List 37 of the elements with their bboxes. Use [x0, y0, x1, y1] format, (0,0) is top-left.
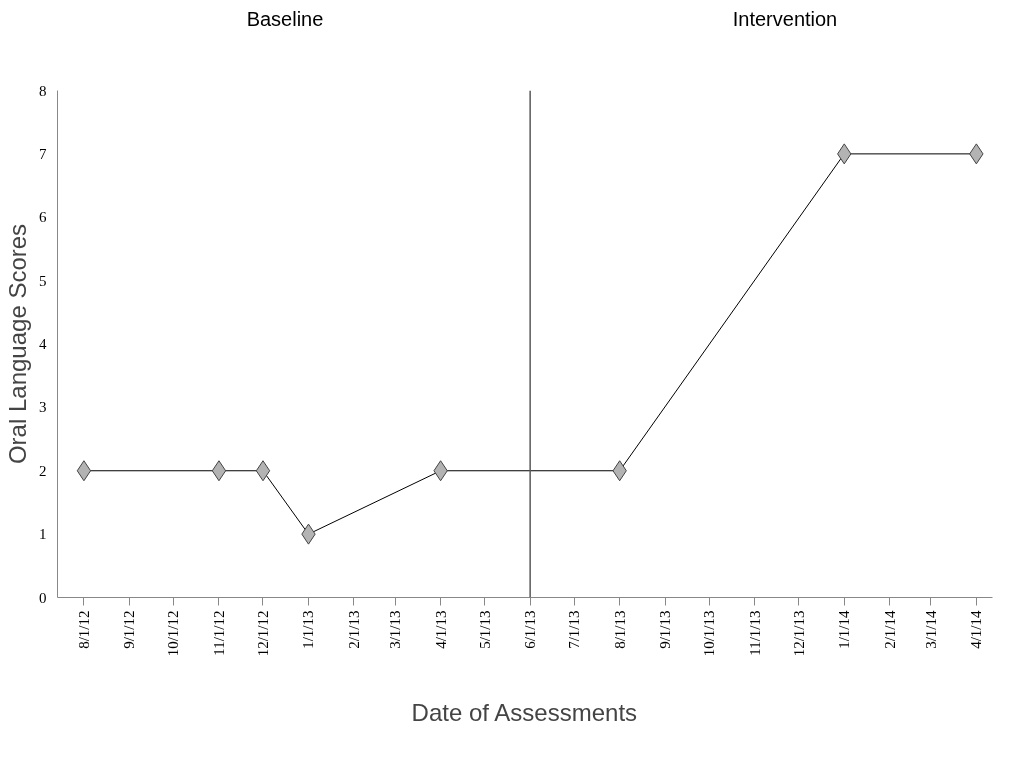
y-tick-label: 3	[39, 399, 47, 416]
x-tick-label: 5/1/13	[476, 610, 493, 649]
x-tick-label: 1/1/14	[836, 610, 853, 649]
x-tick-label: 2/1/14	[881, 610, 898, 649]
x-axis-title: Date of Assessments	[411, 699, 638, 727]
y-axis-title: Oral Language Scores	[4, 223, 31, 465]
x-tick-label: 3/1/13	[387, 610, 404, 649]
point	[211, 460, 227, 482]
text: Baseline	[246, 7, 324, 32]
x-tick-label: 12/1/13	[790, 610, 807, 657]
x-tick-label: 4/1/14	[968, 610, 985, 649]
x-tick-label: 4/1/13	[432, 610, 449, 649]
y-tick-label: 7	[39, 145, 47, 162]
x-tick-label: 10/1/12	[165, 610, 182, 657]
x-tick-label: 8/1/12	[75, 610, 92, 649]
y-tick-label: 8	[39, 82, 47, 99]
point	[76, 460, 92, 482]
y-tick-label: 5	[39, 272, 47, 289]
point	[255, 460, 271, 482]
x-tick-label: 6/1/13	[522, 610, 539, 649]
x-tick-label: 10/1/13	[701, 610, 718, 657]
x-tick-label: 12/1/12	[254, 610, 271, 657]
x-tick-label: 1/1/13	[300, 610, 317, 649]
x-tick-label: 11/1/12	[210, 610, 227, 656]
y-tick-label: 1	[39, 526, 47, 543]
x-tick-label: 7/1/13	[566, 610, 583, 649]
y-tick-label: 6	[39, 209, 47, 226]
y-tick-label: 4	[39, 336, 47, 352]
x-tick-label: 11/1/13	[746, 610, 763, 656]
x-tick-label: 2/1/13	[346, 610, 362, 649]
y-tick-label: 2	[39, 462, 47, 479]
x-tick-label: 3/1/14	[922, 610, 939, 649]
text: Intervention	[732, 7, 838, 32]
y-tick-label: 0	[39, 589, 47, 606]
x-tick-label: 9/1/12	[121, 610, 138, 649]
x-tick-label: 9/1/13	[657, 610, 674, 649]
x-tick-label: 8/1/13	[611, 610, 628, 649]
